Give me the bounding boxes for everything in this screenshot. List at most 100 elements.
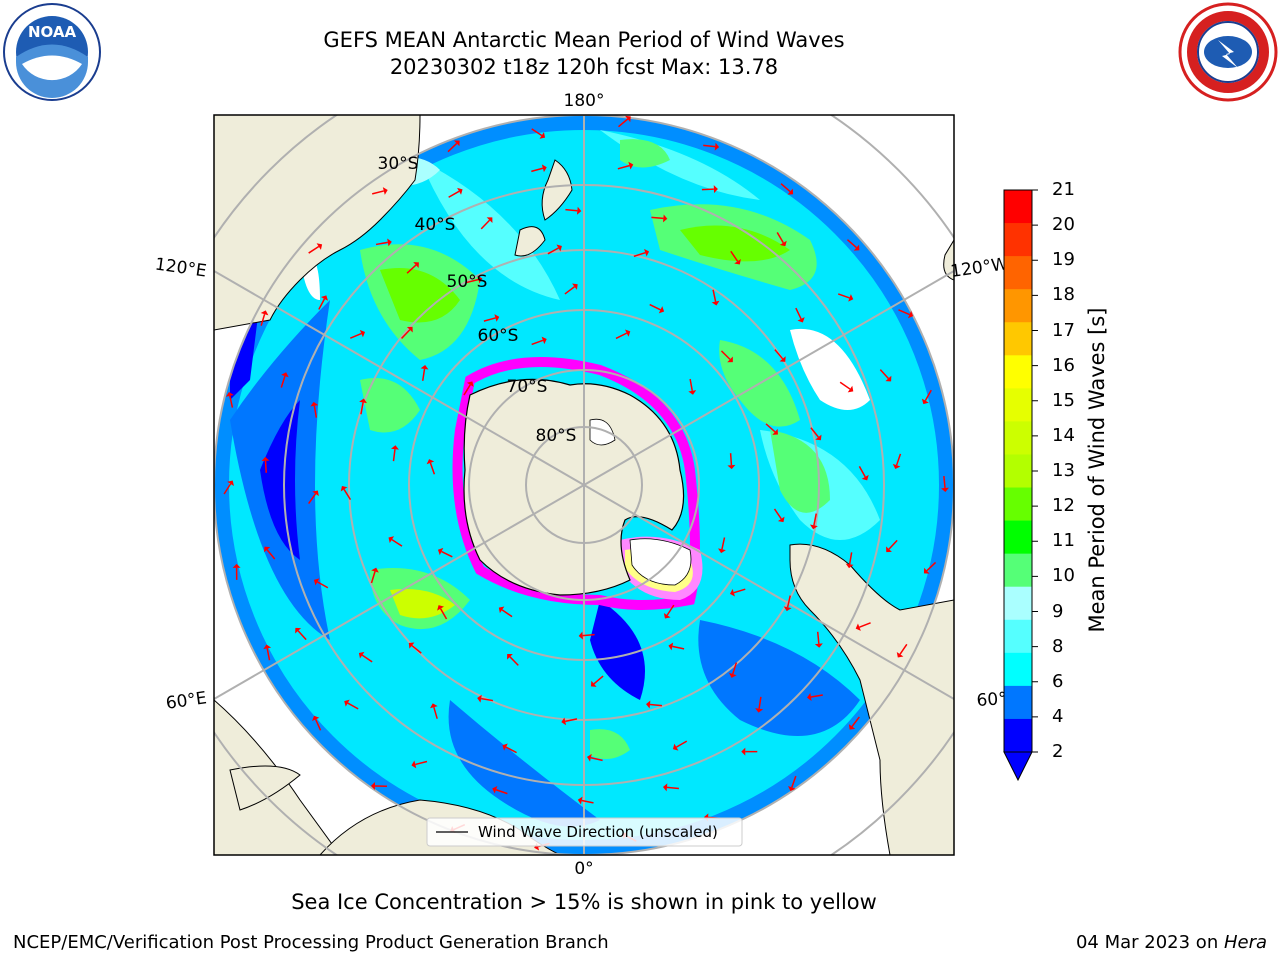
wave-direction-arrow: [895, 453, 902, 466]
wave-direction-arrow: [786, 595, 791, 608]
wave-direction-arrow: [899, 643, 908, 655]
wave-direction-arrow: [280, 375, 286, 388]
wave-direction-arrow-head: [576, 206, 582, 215]
wave-direction-arrow-head: [729, 588, 735, 597]
wave-direction-arrow: [565, 208, 578, 212]
wave-direction-arrow: [313, 405, 318, 418]
map-frame: [213, 114, 955, 856]
wave-direction-arrow-head: [316, 243, 323, 250]
wave-direction-arrow-head: [426, 459, 435, 465]
wave-direction-arrow: [448, 190, 460, 198]
wave-direction-arrow: [547, 247, 559, 255]
wave-direction-arrow-head: [644, 248, 650, 257]
wave-direction-arrow-head: [411, 760, 417, 769]
wave-direction-arrow-head: [727, 356, 733, 363]
wave-direction-arrow: [483, 317, 496, 322]
noaa-logo-text: NOAA: [28, 23, 77, 41]
wave-direction-arrow-head: [590, 680, 597, 687]
wave-direction-arrow: [732, 662, 738, 675]
wave-direction-arrow-head: [406, 326, 413, 333]
wave-direction-arrow-head: [755, 708, 764, 713]
wave-direction-arrow: [315, 719, 322, 731]
colorbar-segment: [1004, 223, 1032, 257]
wave-direction-arrow-head: [628, 161, 634, 170]
wave-direction-arrow-head: [312, 490, 319, 497]
wave-direction-arrow: [943, 475, 946, 489]
wave-direction-arrow: [582, 633, 595, 637]
wave-direction-arrow-head: [577, 796, 583, 805]
wave-direction-arrow: [666, 786, 679, 790]
lon-label-0: 0°: [574, 859, 593, 879]
wave-direction-arrow: [501, 609, 513, 618]
wave-direction-arrow: [593, 675, 604, 685]
wave-direction-arrow-head: [907, 310, 914, 319]
wave-direction-arrow: [773, 508, 782, 520]
wave-direction-arrow: [721, 537, 726, 550]
wave-direction-arrow: [791, 775, 797, 788]
wave-direction-arrow-head: [477, 694, 482, 703]
wave-direction-arrow-head: [430, 703, 438, 709]
wave-direction-arrow-head: [312, 715, 320, 722]
wave-direction-arrow: [617, 164, 630, 170]
wave-direction-arrow-head: [232, 563, 241, 568]
wave-direction-arrow: [733, 588, 746, 594]
wave-direction-arrow-head: [711, 300, 720, 306]
national-weather-service-logo: [1178, 2, 1278, 102]
wave-direction-arrow-head: [779, 356, 786, 362]
colorbar-tick-label: 2: [1052, 741, 1064, 762]
colorbar-segment: [1004, 553, 1032, 588]
wave-direction-arrow-head: [658, 306, 665, 314]
wave-direction-arrow: [531, 128, 543, 137]
wave-direction-arrow: [564, 286, 575, 295]
wave-direction-arrow: [509, 656, 519, 666]
wave-direction-arrow-head: [672, 743, 679, 751]
colorbar-segment: [1004, 322, 1032, 356]
wave-direction-arrow-head: [625, 115, 631, 123]
colorbar-tick-label: 14: [1052, 424, 1075, 446]
wave-direction-arrow-head: [741, 747, 746, 756]
lat-label-70s: 70°S: [507, 377, 548, 397]
wave-direction-arrow: [266, 549, 276, 560]
wave-direction-arrow-head: [892, 463, 901, 469]
wave-direction-arrow: [590, 756, 603, 762]
colorbar-tick-label: 8: [1052, 635, 1064, 657]
colorbar: [1003, 189, 1038, 782]
wave-direction-arrow: [223, 483, 232, 495]
wave-direction-arrow: [689, 378, 693, 391]
colorbar-tick-label: 6: [1052, 670, 1064, 692]
wave-direction-arrow: [898, 309, 910, 316]
wave-direction-arrow-head: [320, 295, 328, 301]
wave-direction-arrow: [839, 381, 851, 390]
wave-direction-arrow-head: [263, 546, 271, 553]
wave-direction-arrow-head: [437, 605, 445, 611]
footer-date-text: 04 Mar 2023 on: [1075, 932, 1224, 953]
colorbar-tick-label: 20: [1052, 214, 1075, 236]
lon-label-120w: 120°W: [949, 254, 1009, 282]
wave-direction-arrow-head: [662, 783, 668, 792]
colorbar-segment: [1004, 388, 1032, 422]
wave-direction-arrow: [810, 427, 819, 438]
colorbar-segment: [1004, 421, 1032, 455]
wave-direction-arrow-head: [718, 548, 726, 554]
antarctica-landmass: [463, 378, 685, 596]
wave-direction-arrow-head: [359, 398, 368, 404]
wave-direction-arrow: [495, 789, 508, 795]
wave-direction-arrow: [433, 706, 438, 719]
legend: Wind Wave Direction (unscaled): [426, 817, 743, 847]
colorbar-segment: [1004, 454, 1032, 489]
wave-direction-arrow: [441, 550, 453, 558]
wave-direction-arrow-head: [382, 187, 388, 195]
wave-direction-arrow-head: [477, 275, 483, 284]
wave-direction-arrow-head: [861, 474, 869, 481]
wave-direction-arrow-head: [281, 372, 289, 378]
colorbar-tick-label: 13: [1052, 460, 1075, 481]
wave-direction-arrow-head: [896, 651, 904, 658]
colorbar-tick-label: 15: [1052, 389, 1075, 411]
wave-direction-arrow-head: [494, 314, 500, 322]
wave-direction-arrow: [774, 349, 784, 360]
colorbar-segment: [1004, 487, 1032, 522]
colorbar-segment: [1004, 718, 1032, 753]
wave-direction-arrow: [531, 167, 544, 173]
wave-direction-arrow: [858, 466, 866, 478]
